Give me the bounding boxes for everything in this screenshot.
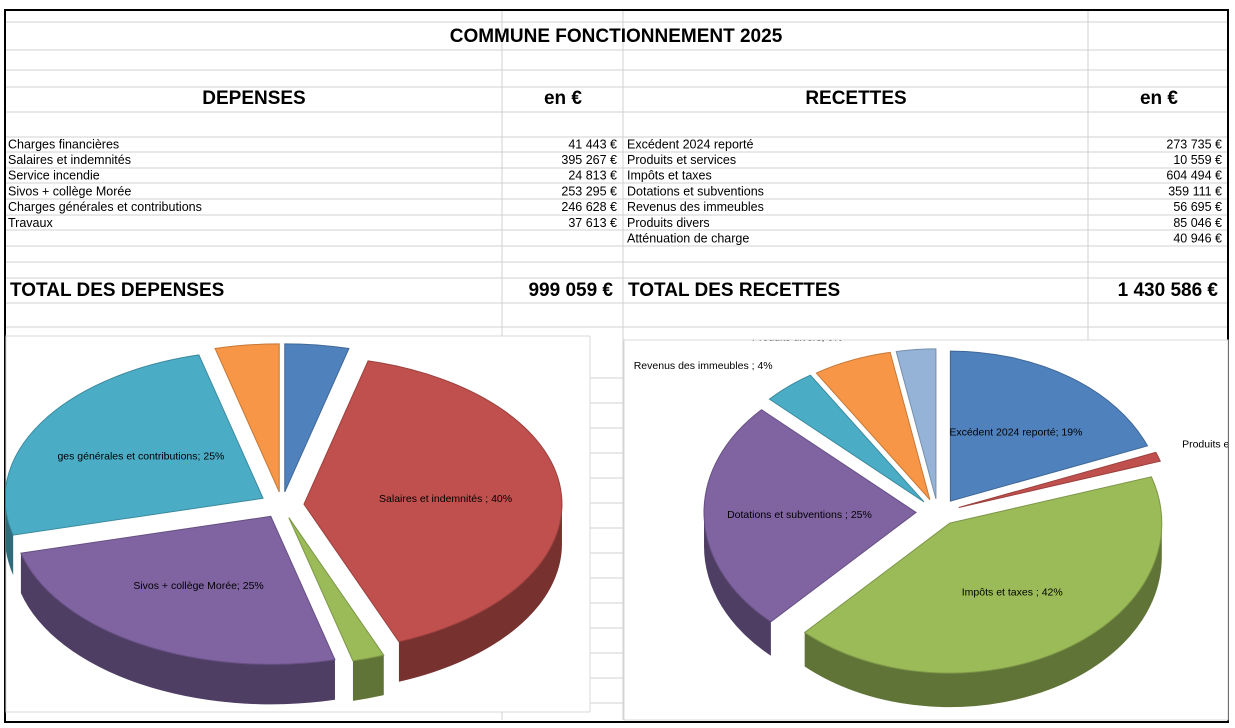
row-label: Revenus des immeubles (627, 200, 764, 214)
slice (288, 517, 385, 662)
slice (6, 354, 264, 536)
data-label: Dotations et subventions ; 25% (727, 509, 872, 521)
data-label: Charges financières; 4% (264, 315, 378, 327)
slice (214, 343, 280, 493)
pie-chart: Excédent 2024 reporté; 19% Produits et s I… (634, 319, 1235, 708)
column-header: en € (1140, 88, 1178, 109)
total-label: TOTAL DES DEPENSES (10, 280, 224, 301)
amount: 246 628 € (561, 200, 617, 214)
data-label: Atténuation de charge; 3% (852, 319, 976, 331)
amount: 24 813 € (568, 169, 617, 183)
slice-side (804, 523, 1162, 708)
amount: 85 046 € (1173, 216, 1222, 230)
total-amount: 1 430 586 € (1118, 280, 1219, 301)
data-label: ges générales et contributions; 25% (57, 451, 224, 463)
slice (815, 351, 931, 501)
column-header: en € (544, 88, 582, 109)
row-label: Produits et services (627, 153, 736, 167)
slice (768, 374, 925, 503)
amount: 359 111 € (1168, 184, 1222, 198)
amount: 10 559 € (1173, 153, 1222, 167)
row-label: Dotations et subventions (627, 184, 764, 198)
data-label: Salaires et indemnités ; 40% (379, 493, 512, 505)
row-label: Travaux (8, 216, 53, 230)
row-label: Excédent 2024 reporté (627, 137, 754, 151)
row-label: Service incendie (8, 169, 100, 183)
slice (20, 515, 336, 665)
data-label: Travaux ; 4% (212, 315, 273, 327)
total-label: TOTAL DES RECETTES (628, 280, 840, 301)
slice (949, 350, 1149, 502)
table: DEPENSES en € RECETTES en € Charges financiè… (8, 88, 1222, 301)
slice-side (6, 510, 14, 576)
sheet-title: COMMUNE FONCTIONNEMENT 2025 (450, 26, 783, 47)
data-label: Sivos + collège Morée; 25% (133, 580, 263, 592)
slice-side (704, 512, 771, 656)
amount: 37 613 € (568, 216, 617, 230)
slice-side (398, 504, 562, 682)
slice-side (352, 655, 384, 701)
data-label: Revenus des immeubles ; 4% (634, 360, 773, 372)
row-label: Salaires et indemnités (8, 153, 131, 167)
amount: 273 735 € (1166, 137, 1222, 151)
total-amount: 999 059 € (528, 280, 613, 301)
data-label: Excédent 2024 reporté; 19% (949, 427, 1082, 439)
row-label: Impôts et taxes (627, 169, 712, 183)
row-label: Atténuation de charge (627, 231, 749, 245)
amount: 253 295 € (561, 184, 617, 198)
slice (703, 409, 917, 623)
column-header: DEPENSES (202, 88, 305, 109)
data-label: Impôts et taxes ; 42% (962, 587, 1063, 599)
slice (895, 348, 937, 499)
slice (958, 451, 1162, 509)
data-label: Produits et s (1182, 438, 1235, 450)
slice-side (20, 553, 335, 705)
data-label: Produits divers; 6% (752, 331, 842, 343)
amount: 41 443 € (568, 137, 617, 151)
row-label: Charges financières (8, 137, 119, 151)
slice (803, 476, 1163, 674)
data-label: Service incendie; 2% (378, 715, 476, 727)
row-label: Sivos + collège Morée (8, 184, 131, 198)
slice (284, 343, 350, 493)
amount: 395 267 € (561, 153, 617, 167)
amount: 604 494 € (1166, 169, 1222, 183)
amount: 40 946 € (1173, 231, 1222, 245)
amount: 56 695 € (1173, 200, 1222, 214)
pie-chart: Charges financières; 4% Salaires et indem… (6, 315, 563, 727)
row-label: Produits divers (627, 216, 710, 230)
row-label: Charges générales et contributions (8, 200, 202, 214)
column-header: RECETTES (805, 88, 906, 109)
slice (303, 360, 563, 643)
